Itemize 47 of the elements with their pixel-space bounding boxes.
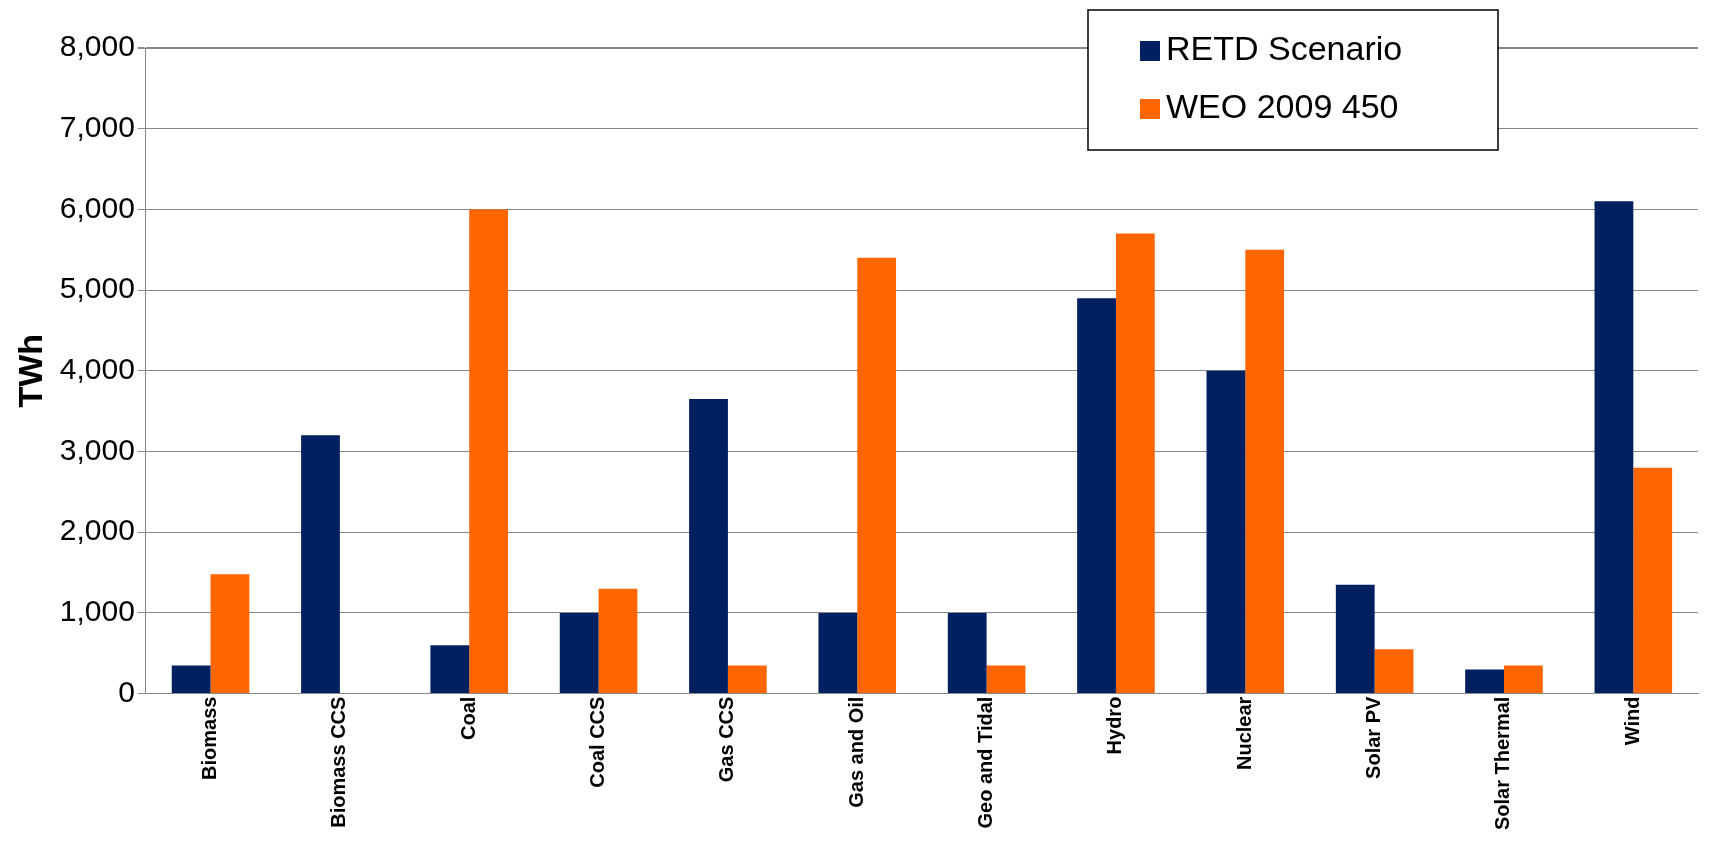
bar [559, 612, 599, 694]
x-tick-label: Gas and Oil [844, 696, 867, 808]
bar [210, 574, 250, 694]
x-tick-label: Biomass CCS [327, 696, 350, 828]
x-tick-label: Coal [456, 696, 479, 740]
bar [1077, 298, 1116, 694]
x-tick-label: Wind [1620, 696, 1643, 746]
x-tick-label: Solar PV [1362, 695, 1385, 779]
bar [818, 612, 858, 694]
y-axis-title: TWh [10, 333, 49, 408]
x-tick-label: Coal CCS [586, 696, 609, 788]
bar [1335, 584, 1375, 694]
y-tick-label: 8,000 [59, 29, 135, 63]
x-tick-label: Solar Thermal [1491, 696, 1514, 831]
y-tick-label: 0 [118, 674, 135, 708]
bar [1465, 669, 1504, 694]
bar [986, 665, 1026, 694]
bar [1115, 233, 1155, 694]
bar [1245, 249, 1285, 694]
x-tick-label: Nuclear [1232, 696, 1255, 770]
bar [1594, 201, 1634, 694]
bar [171, 665, 211, 694]
x-tick-label: Hydro [1103, 696, 1126, 755]
bar [857, 257, 897, 694]
x-tick-label: Gas CCS [715, 696, 738, 783]
bar [1374, 649, 1414, 694]
bar [469, 209, 509, 694]
bar [727, 665, 767, 694]
y-tick-label: 4,000 [59, 352, 135, 386]
bar [301, 435, 340, 694]
bar [598, 588, 638, 694]
bar [1633, 467, 1673, 694]
bar [689, 399, 728, 694]
x-tick-label: Biomass [198, 696, 221, 780]
bar [1503, 665, 1543, 694]
y-tick-label: 3,000 [59, 432, 135, 466]
y-tick-label: 6,000 [59, 190, 135, 224]
y-tick-label: 7,000 [59, 109, 135, 143]
legend-label: RETD Scenario [1166, 29, 1403, 68]
legend-label: WEO 2009 450 [1166, 87, 1399, 126]
x-tick-label: Geo and Tidal [974, 696, 997, 829]
bar [430, 645, 470, 694]
y-tick-label: 1,000 [59, 594, 135, 628]
bar [947, 612, 987, 694]
bar [1206, 370, 1246, 694]
y-tick-label: 5,000 [59, 271, 135, 305]
y-tick-label: 2,000 [59, 513, 135, 547]
